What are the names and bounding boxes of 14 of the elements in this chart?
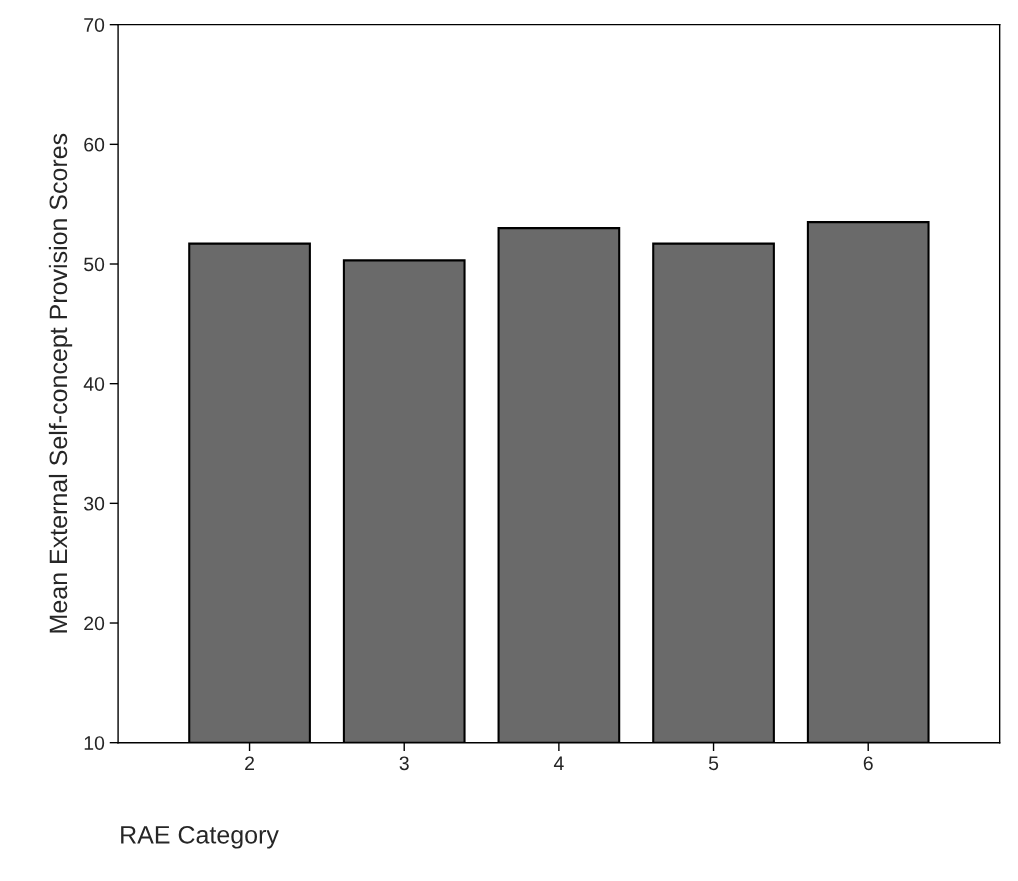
y-axis-title: Mean External Self-concept Provision Scores — [48, 133, 73, 633]
x-tick-label: 2 — [245, 756, 254, 770]
y-tick-label: 60 — [84, 137, 105, 152]
y-tick-label: 50 — [84, 257, 105, 272]
y-tick-label: 40 — [83, 377, 105, 391]
y-tick-label: 10 — [84, 736, 105, 750]
y-tick-label: 30 — [84, 496, 105, 511]
x-tick-label: 6 — [863, 756, 873, 771]
x-tick-label: 4 — [553, 756, 564, 770]
x-axis-title: RAE Category — [121, 825, 279, 849]
x-tick-label: 5 — [708, 756, 719, 771]
y-tick-label: 20 — [84, 616, 105, 631]
x-tick-label: 3 — [399, 756, 409, 771]
y-tick-label: 70 — [84, 18, 105, 32]
